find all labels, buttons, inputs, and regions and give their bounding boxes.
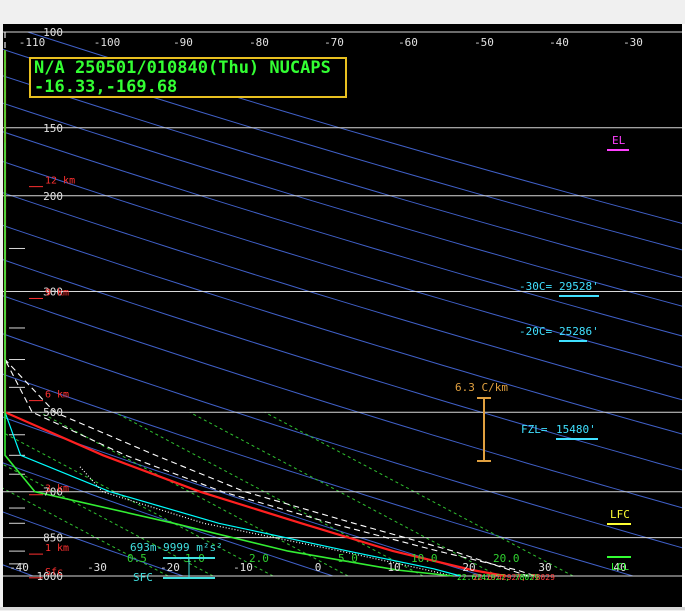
- mixing-ratio-label: 0.5: [127, 552, 147, 565]
- top-temp-tick-label: -50: [474, 36, 494, 49]
- dry-adiabat-line: [0, 332, 685, 550]
- dry-adiabat-line: [0, 372, 634, 577]
- top-temp-tick-label: -30: [623, 36, 643, 49]
- height-marker-label: 9 km: [45, 287, 69, 298]
- bottom-temp-tick-label: -20: [160, 561, 180, 574]
- height-marker-label: 3 km: [45, 484, 69, 495]
- annotation-value: 25286': [559, 325, 599, 338]
- dry-adiabat-line: [0, 47, 685, 252]
- sounding-traces: [3, 32, 536, 578]
- dry-adiabats: [0, 31, 685, 577]
- bottom-temp-tick-label: -10: [233, 561, 253, 574]
- dry-adiabat-line: [0, 74, 685, 279]
- top-temp-tick-label: -80: [249, 36, 269, 49]
- isobars: [3, 31, 682, 577]
- surface-readout-red: 22.6742927, 78029: [473, 573, 555, 582]
- pressure-label: 1000: [37, 570, 64, 583]
- annotation-label: 693m-9999 m²s²: [130, 541, 223, 554]
- pressure-label: 150: [43, 122, 63, 135]
- annotation-label: EL: [612, 134, 626, 147]
- mixing-ratio-label: 5.0: [338, 552, 358, 565]
- height-marker-label: 6 km: [45, 390, 69, 401]
- bottom-temp-tick-label: 0: [315, 561, 322, 574]
- annotation-label: FZL=: [521, 423, 548, 436]
- dry-adiabat-line: [0, 191, 685, 402]
- annotation-label: SFC: [133, 571, 153, 584]
- mixing-ratio-line: [0, 462, 214, 577]
- pressure-label: 850: [43, 532, 63, 545]
- pressure-label: 300: [43, 286, 63, 299]
- top-temp-tick-label: -110: [19, 36, 46, 49]
- mixing-ratio-line: [264, 411, 574, 577]
- dry-adiabat-line: [0, 563, 34, 577]
- top-temp-tick-label: -60: [398, 36, 418, 49]
- annotations: EL -30C= 29528' -20C= 25286' 6.3 C/km FZL= 1548…: [130, 134, 631, 584]
- skewt-chart: -110 -100 -90 -80 -70 -60 -50 -40 -30-40 -30 -20 -1…: [0, 26, 685, 584]
- annotation-label: -30C=: [519, 280, 552, 293]
- height-marker-label: Sfc: [45, 567, 63, 578]
- pressure-label: 700: [43, 486, 63, 499]
- axis-labels: -110 -100 -90 -80 -70 -60 -50 -40 -30-40 -30 -20 -1…: [9, 26, 643, 583]
- dry-adiabat-line: [27, 31, 685, 225]
- pressure-label: 100: [43, 26, 63, 39]
- series-dewpoint-line: [4, 143, 461, 577]
- mixing-ratio-label: 2.0: [249, 552, 269, 565]
- mixing-ratio-label: 20.0: [493, 552, 520, 565]
- mixing-ratio-line: [0, 486, 169, 577]
- top-temp-tick-label: -90: [173, 36, 193, 49]
- pressure-label: 200: [43, 190, 63, 203]
- series-dewpoint-white-line: [79, 466, 454, 577]
- top-temp-tick-label: -100: [94, 36, 121, 49]
- bottom-temp-tick-label: 40: [613, 561, 626, 574]
- pressure-side-ticks: [9, 247, 25, 565]
- sounding-header: N/A 250501/010840(Thu) NUCAPS -16.33,-16…: [29, 57, 347, 98]
- series-frost-point-line: [4, 50, 454, 577]
- surface-readout-green: 22.6742927, 78029: [457, 573, 539, 582]
- header-location: -16.33,-169.68: [34, 77, 178, 97]
- annotation-label: 6.3 C/km: [455, 381, 508, 394]
- skewt-plot-area[interactable]: -110 -100 -90 -80 -70 -60 -50 -40 -30 -40 -30 -20 -1…: [0, 24, 685, 607]
- annotation-value: 29528': [559, 280, 599, 293]
- bottom-temp-tick-label: 30: [538, 561, 551, 574]
- series-parcel-line: [4, 32, 536, 577]
- height-marker-label: 1 km: [45, 543, 69, 554]
- dry-adiabat-line: [0, 130, 685, 338]
- annotation-label: LCL: [611, 562, 629, 573]
- dry-adiabat-line: [0, 101, 685, 308]
- height-marker-label: 12 km: [45, 176, 75, 187]
- dry-adiabat-line: [0, 258, 685, 472]
- window-edge-bottom: [0, 607, 685, 610]
- top-temp-tick-label: -70: [324, 36, 344, 49]
- dry-adiabat-line: [0, 294, 685, 510]
- mixing-ratio-label: 10.0: [411, 552, 438, 565]
- annotation-label: -20C=: [519, 325, 552, 338]
- bottom-temp-tick-label: -30: [87, 561, 107, 574]
- bottom-temp-tick-label: 20: [462, 561, 475, 574]
- top-temp-tick-label: -40: [549, 36, 569, 49]
- bottom-temp-tick-label: 10: [387, 561, 400, 574]
- dry-adiabat-line: [0, 223, 685, 436]
- mixing-ratio-line: [189, 411, 499, 577]
- dry-adiabat-line: [0, 160, 685, 369]
- annotation-value: 15480': [556, 423, 596, 436]
- annotation-label: LFC: [610, 508, 630, 521]
- pressure-label: 500: [43, 406, 63, 419]
- mixing-ratio-line: [114, 411, 424, 577]
- bottom-temp-tick-label: -40: [9, 561, 29, 574]
- window-edge-right: [682, 24, 685, 607]
- header-title: N/A 250501/010840(Thu) NUCAPS: [34, 58, 331, 78]
